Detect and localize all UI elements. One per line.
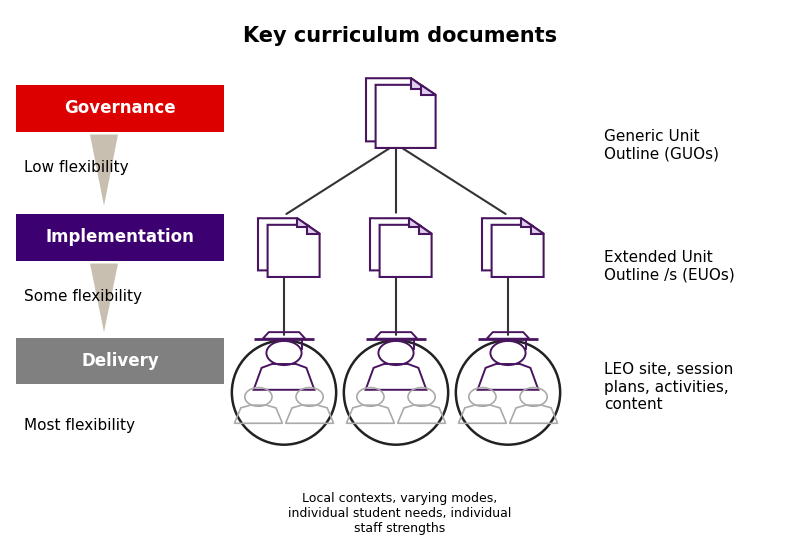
Text: Governance: Governance (64, 99, 176, 117)
Polygon shape (90, 135, 118, 206)
Polygon shape (411, 78, 426, 88)
Bar (16, 214, 224, 261)
Text: Low flexibility: Low flexibility (24, 160, 129, 175)
Text: Local contexts, varying modes,
individual student needs, individual
staff streng: Local contexts, varying modes, individua… (288, 492, 512, 535)
Text: LEO site, session
plans, activities,
content: LEO site, session plans, activities, con… (604, 362, 734, 412)
Text: Generic Unit
Outline (GUOs): Generic Unit Outline (GUOs) (604, 129, 719, 162)
Polygon shape (306, 225, 319, 234)
Polygon shape (90, 264, 118, 332)
Polygon shape (258, 218, 310, 270)
Polygon shape (418, 225, 432, 234)
Text: Key curriculum documents: Key curriculum documents (243, 26, 557, 46)
Polygon shape (421, 85, 435, 95)
Polygon shape (530, 225, 544, 234)
Polygon shape (521, 218, 534, 227)
Polygon shape (366, 78, 426, 141)
Text: Extended Unit
Outline /s (EUOs): Extended Unit Outline /s (EUOs) (604, 250, 734, 283)
Polygon shape (267, 225, 319, 277)
Polygon shape (380, 225, 432, 277)
Bar (16, 338, 224, 384)
Polygon shape (297, 218, 310, 227)
Text: Some flexibility: Some flexibility (24, 289, 142, 304)
Polygon shape (376, 85, 435, 148)
Polygon shape (409, 218, 422, 227)
Text: Most flexibility: Most flexibility (24, 418, 135, 433)
Polygon shape (491, 225, 544, 277)
Text: Delivery: Delivery (81, 352, 159, 370)
Bar (16, 85, 224, 132)
Text: Implementation: Implementation (46, 228, 194, 247)
Polygon shape (370, 218, 422, 270)
Polygon shape (482, 218, 534, 270)
